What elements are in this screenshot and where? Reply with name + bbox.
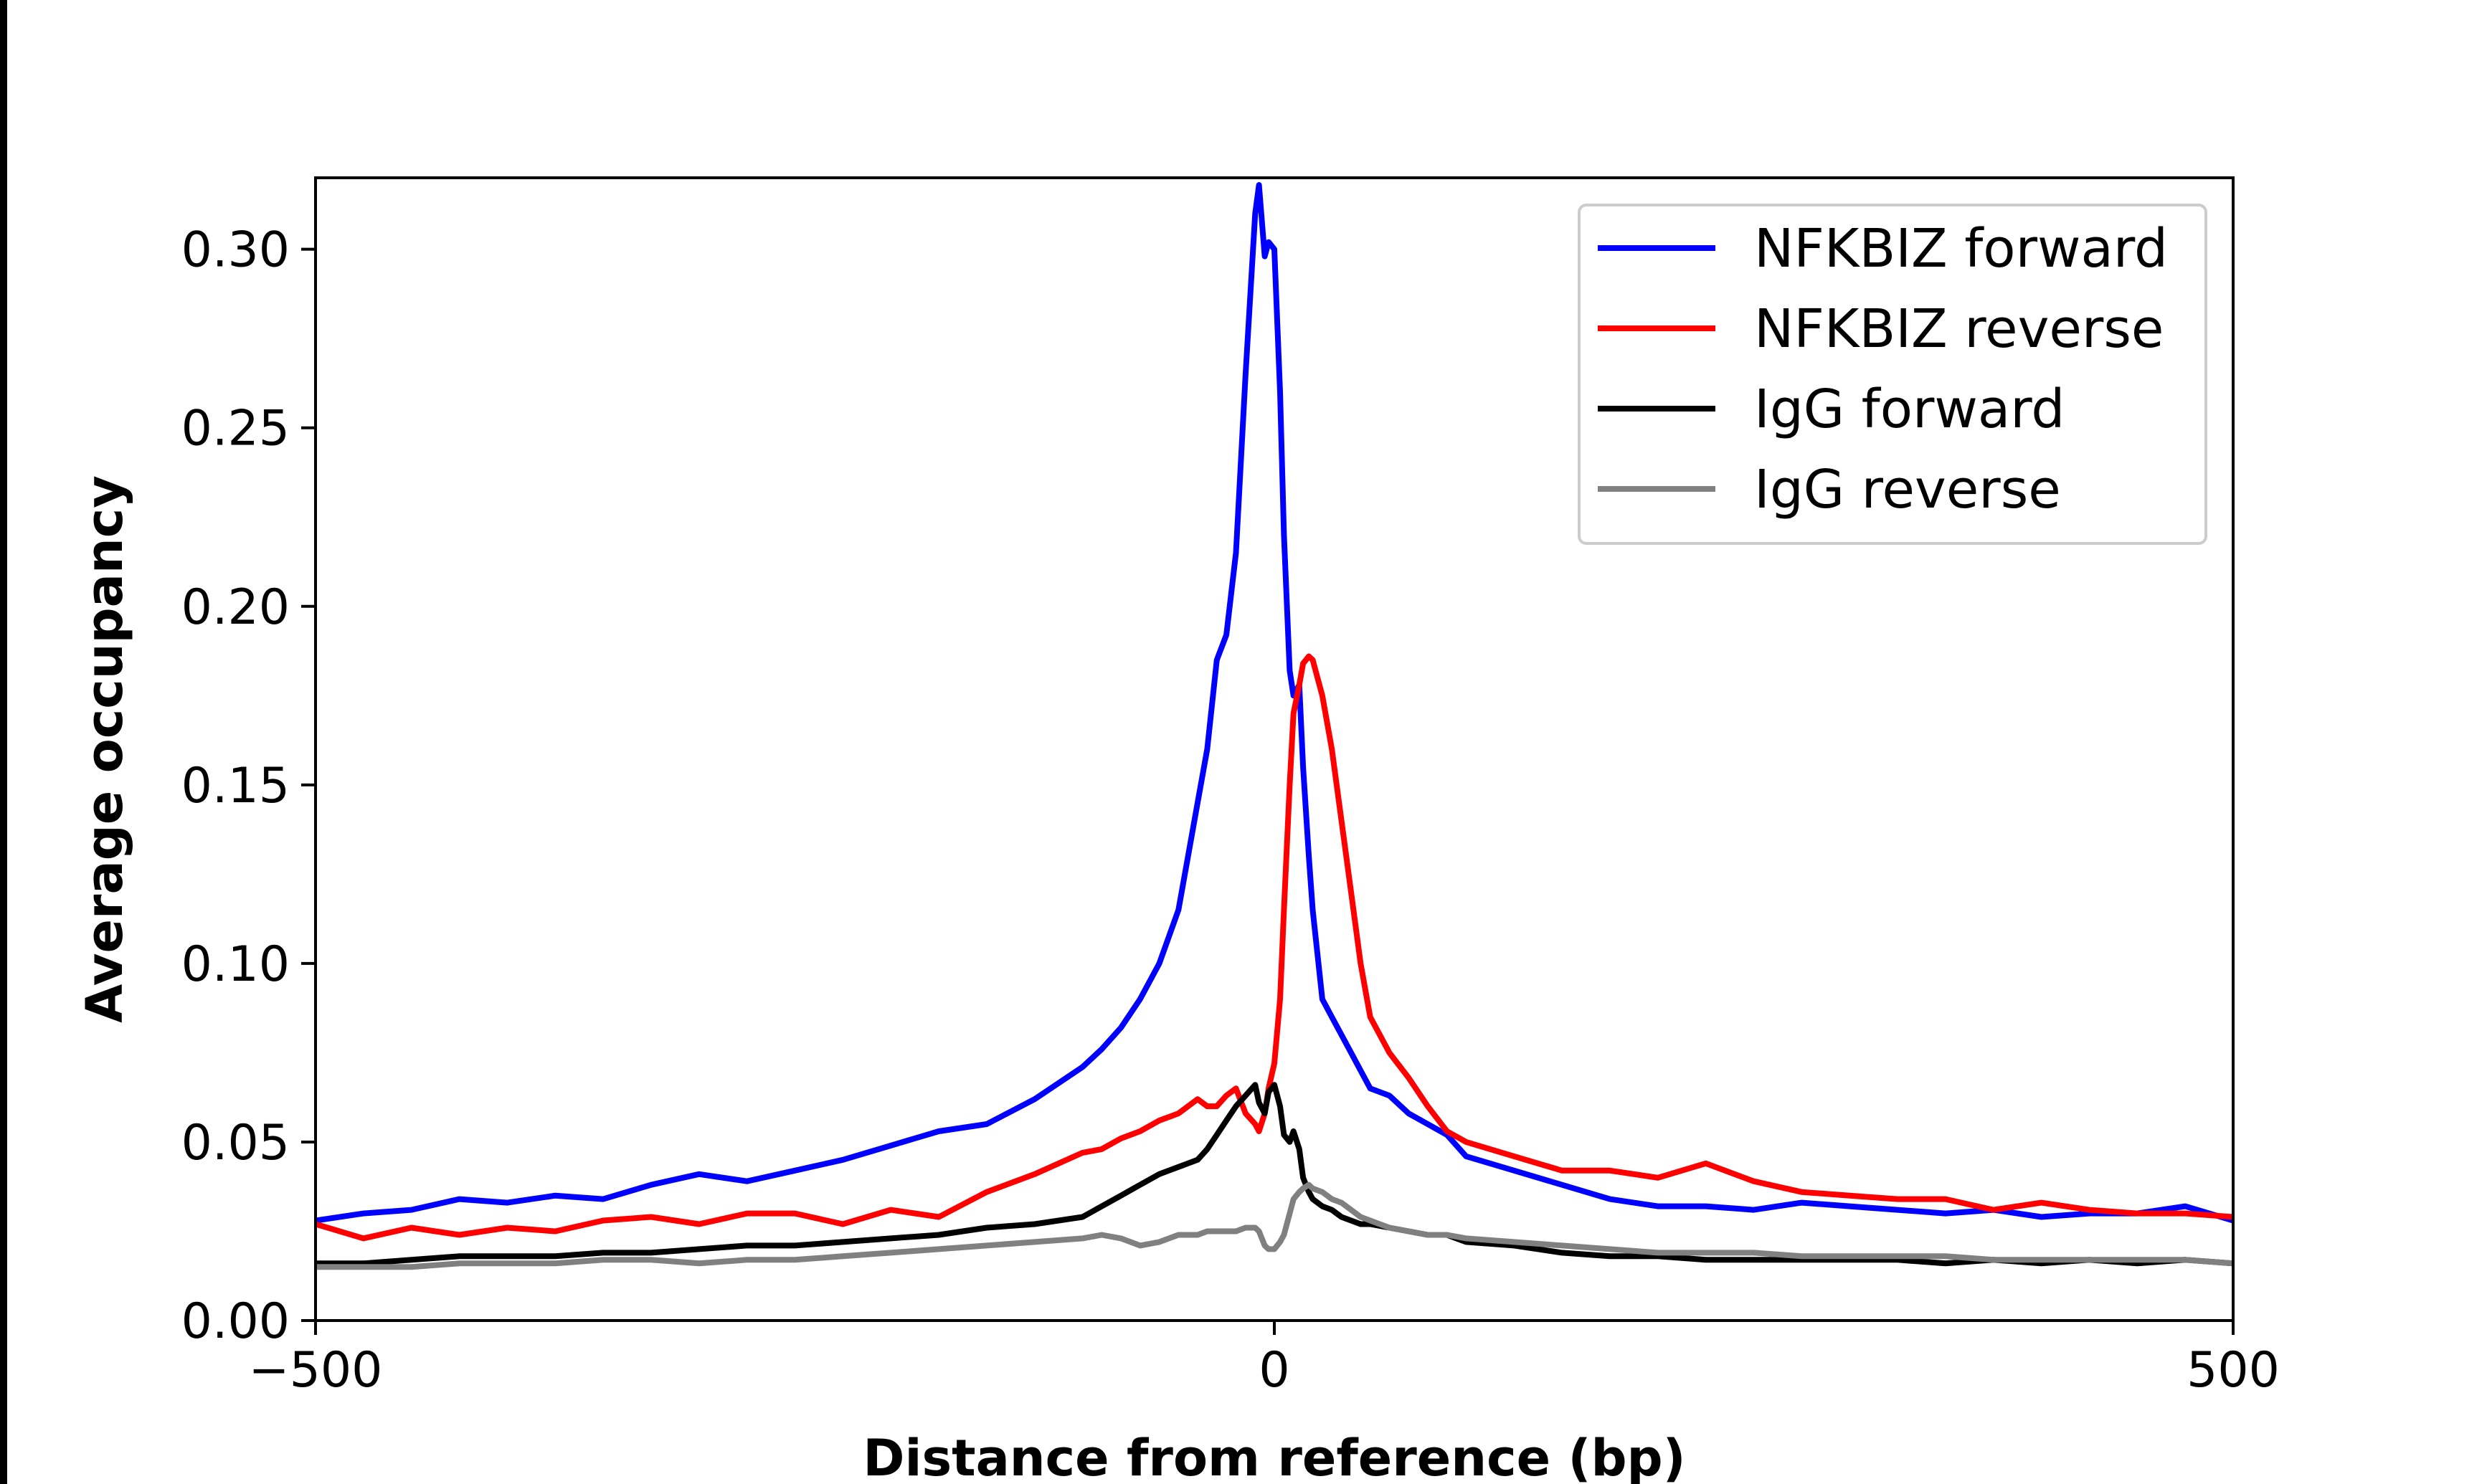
y-tick-label: 0.20 [181,579,290,636]
legend-label: IgG forward [1754,379,2065,440]
y-axis-label: Average occupancy [75,475,134,1023]
series-line-2 [316,653,2233,1242]
legend-label: NFKBIZ reverse [1754,298,2164,360]
legend-label: NFKBIZ forward [1754,218,2168,280]
y-tick-label: 0.30 [181,222,290,279]
x-tick-label: −500 [249,1342,383,1399]
left-border [0,0,7,1484]
series-line-3 [316,1082,2233,1267]
series-group [316,182,2233,1270]
y-tick-label: 0.25 [181,401,290,457]
y-tick-label: 0.15 [181,758,290,814]
x-tick-label: 500 [2187,1342,2280,1399]
series-line-1 [316,182,2233,1224]
series-line-4 [316,1181,2233,1270]
legend-label: IgG reverse [1754,459,2061,520]
y-tick-label: 0.05 [181,1115,290,1171]
x-axis-ticks: −500 0 500 [249,1321,2280,1399]
x-axis-label: Distance from reference (bp) [863,1429,1685,1484]
x-tick-label: 0 [1259,1342,1289,1399]
legend: NFKBIZ forward NFKBIZ reverse IgG forward I… [1578,204,2207,545]
y-axis-ticks: 0.00 0.05 0.10 0.15 0.20 0.25 0.30 [181,222,316,1350]
y-tick-label: 0.00 [181,1293,290,1350]
legend-box [1578,204,2207,545]
y-tick-label: 0.10 [181,936,290,993]
